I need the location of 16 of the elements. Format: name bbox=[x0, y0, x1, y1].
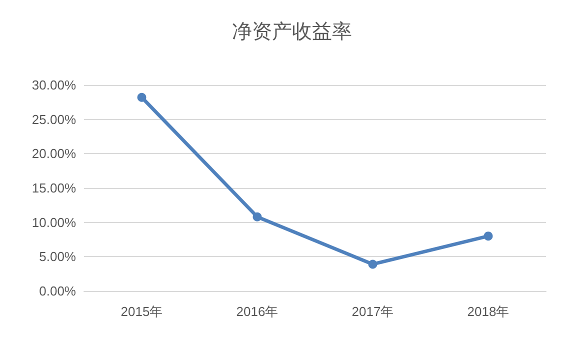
x-tick-label: 2015年 bbox=[120, 304, 163, 319]
point bbox=[137, 92, 146, 102]
y-tick-label: 5.00% bbox=[39, 249, 76, 264]
y-tick-label: 0.00% bbox=[39, 284, 76, 298]
point bbox=[484, 232, 493, 241]
point bbox=[252, 212, 262, 222]
x-tick-label: 2016年 bbox=[236, 304, 278, 319]
x-tick-label: 2017年 bbox=[352, 304, 394, 319]
chart-title: 净资产收益率 bbox=[232, 19, 352, 43]
y-tick-label: 30.00% bbox=[32, 78, 76, 92]
x-tick-label: 2018年 bbox=[467, 304, 510, 319]
y-tick-label: 20.00% bbox=[32, 146, 76, 162]
y-tick-label: 10.00% bbox=[32, 214, 76, 230]
y-tick-label: 25.00% bbox=[32, 112, 76, 127]
point bbox=[368, 260, 378, 269]
y-tick-label: 15.00% bbox=[32, 180, 76, 196]
